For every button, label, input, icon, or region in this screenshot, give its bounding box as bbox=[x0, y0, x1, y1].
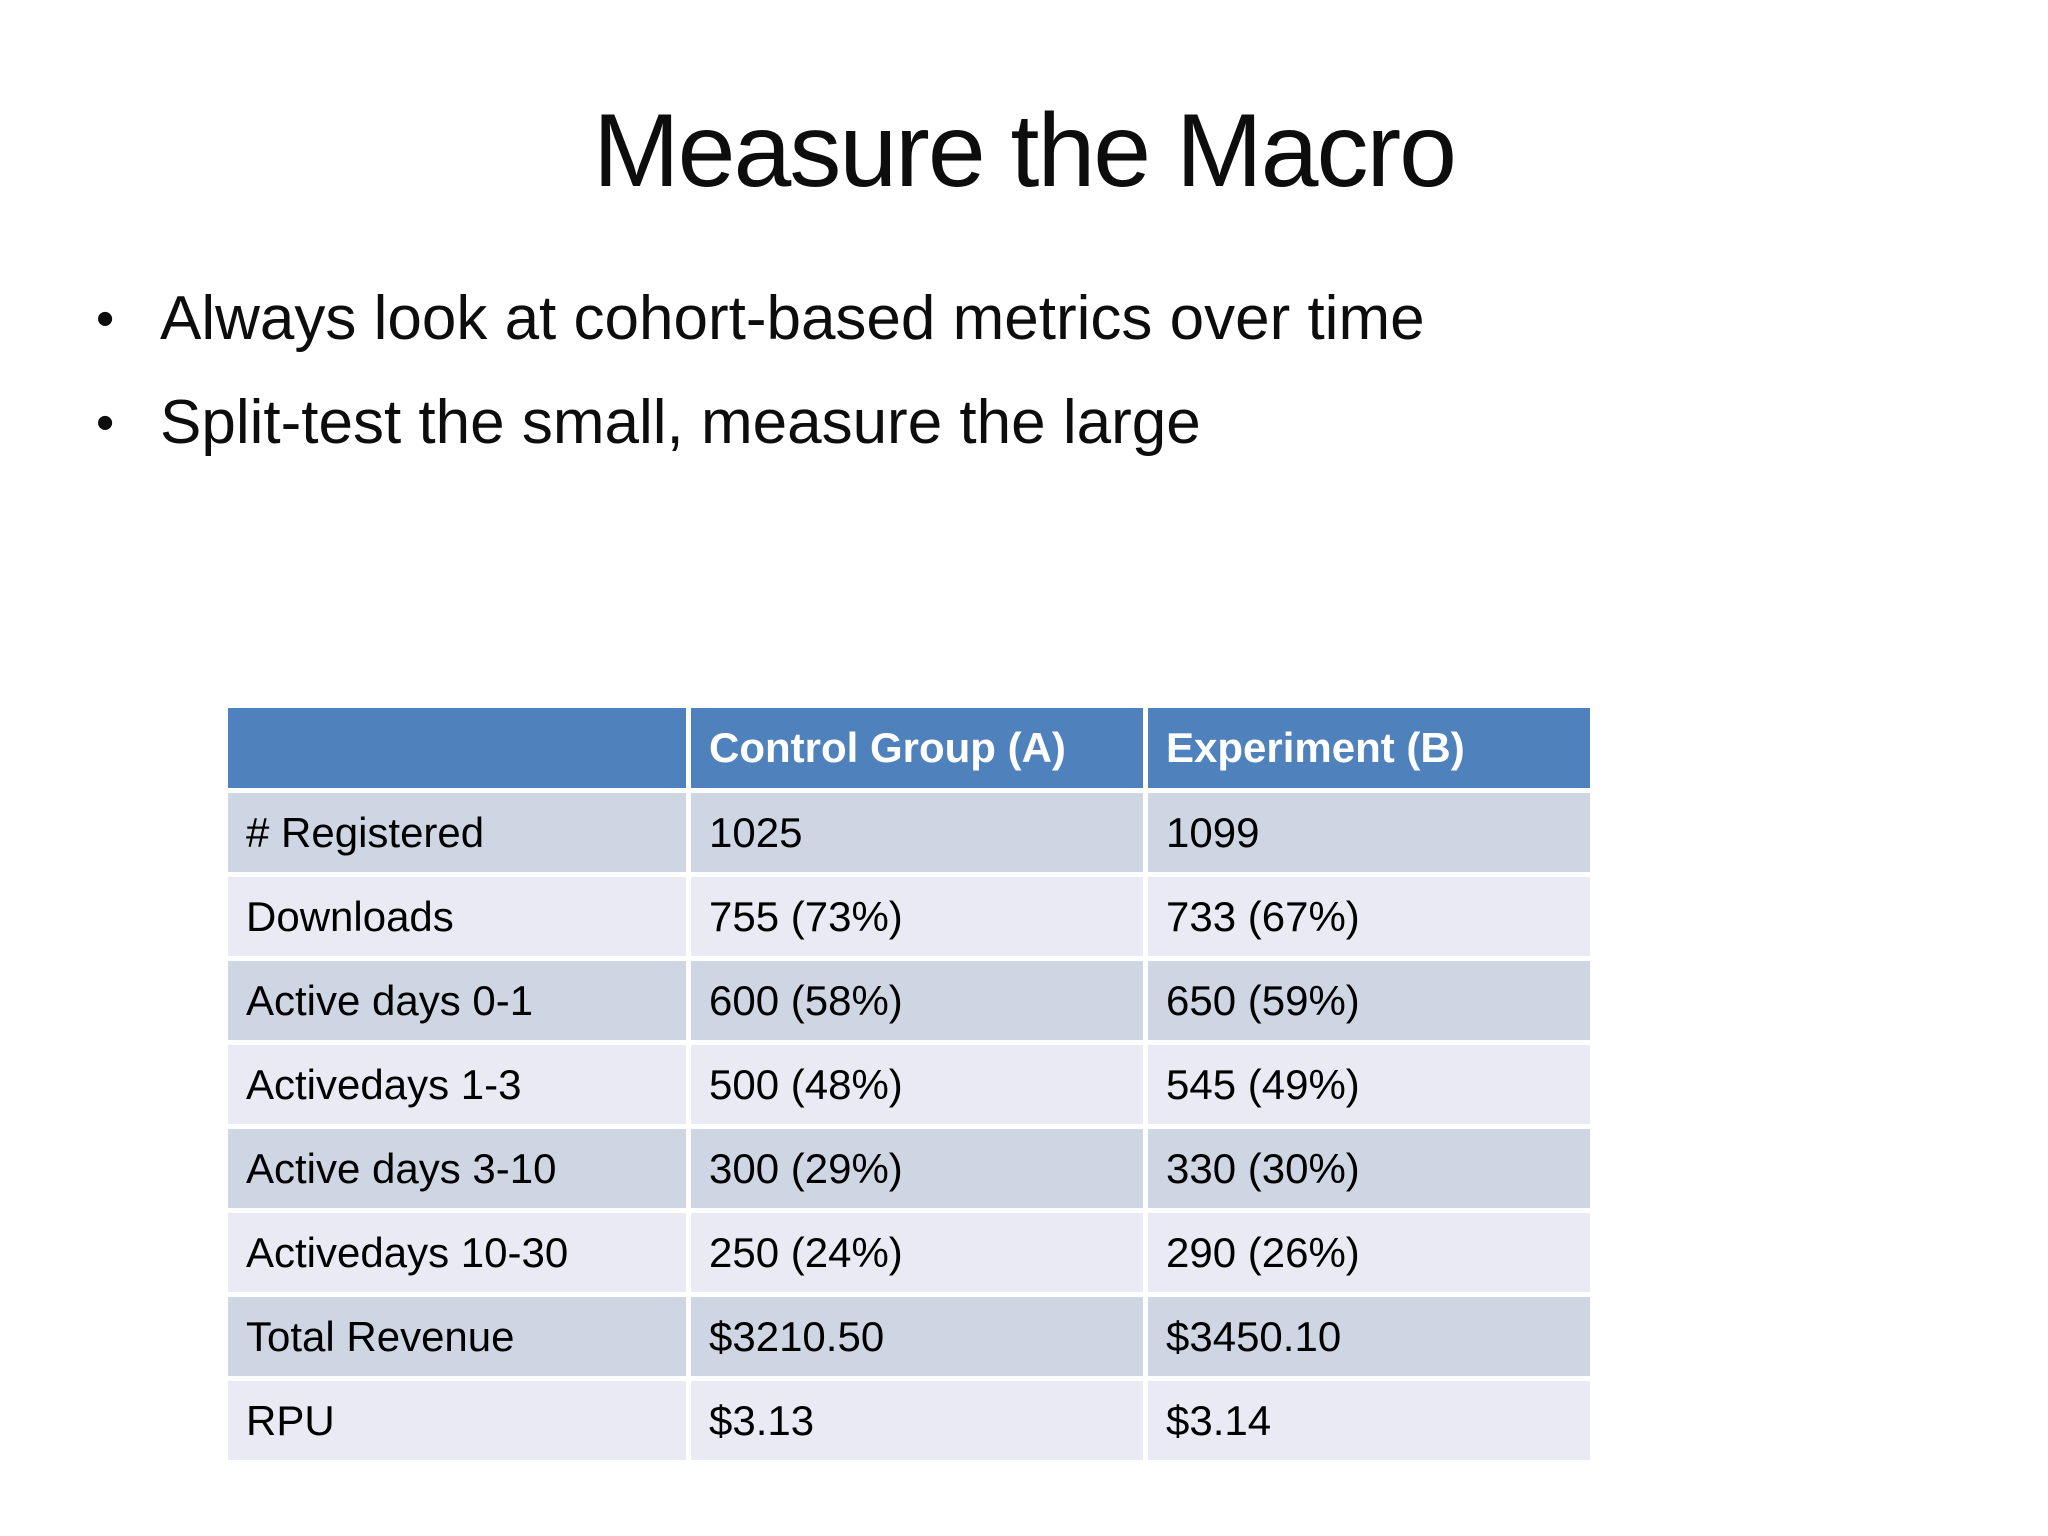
table-cell-control: 250 (24%) bbox=[691, 1213, 1143, 1292]
table-cell-control: 300 (29%) bbox=[691, 1129, 1143, 1208]
bullet-marker: • bbox=[96, 394, 115, 452]
table-row-label: RPU bbox=[228, 1381, 686, 1460]
bullet-item: • Always look at cohort-based metrics ov… bbox=[96, 288, 1988, 350]
bullet-text: Always look at cohort-based metrics over… bbox=[160, 284, 1425, 353]
table-cell-experiment: 545 (49%) bbox=[1148, 1045, 1590, 1124]
table-header-control-group: Control Group (A) bbox=[691, 708, 1143, 788]
table-row-label: Total Revenue bbox=[228, 1297, 686, 1376]
table-cell-control: 500 (48%) bbox=[691, 1045, 1143, 1124]
table-cell-experiment: 650 (59%) bbox=[1148, 961, 1590, 1040]
table-cell-experiment: $3.14 bbox=[1148, 1381, 1590, 1460]
table-cell-experiment: 330 (30%) bbox=[1148, 1129, 1590, 1208]
table-row-label: Activedays 1-3 bbox=[228, 1045, 686, 1124]
table-cell-control: 1025 bbox=[691, 793, 1143, 872]
table-header-experiment: Experiment (B) bbox=[1148, 708, 1590, 788]
table-cell-control: $3210.50 bbox=[691, 1297, 1143, 1376]
table-row-label: Downloads bbox=[228, 877, 686, 956]
bullet-text: Split-test the small, measure the large bbox=[160, 388, 1201, 457]
table-row-label: Active days 0-1 bbox=[228, 961, 686, 1040]
table-cell-control: 600 (58%) bbox=[691, 961, 1143, 1040]
bullet-marker: • bbox=[96, 290, 115, 348]
bullet-item: • Split-test the small, measure the larg… bbox=[96, 392, 1988, 454]
table-row-label: # Registered bbox=[228, 793, 686, 872]
bullet-list: • Always look at cohort-based metrics ov… bbox=[96, 288, 1988, 496]
table-cell-control: $3.13 bbox=[691, 1381, 1143, 1460]
slide-title: Measure the Macro bbox=[593, 93, 1457, 209]
table-cell-experiment: 290 (26%) bbox=[1148, 1213, 1590, 1292]
table-row-label: Active days 3-10 bbox=[228, 1129, 686, 1208]
metrics-table: Control Group (A) Experiment (B) # Regis… bbox=[228, 708, 1590, 1460]
table-cell-experiment: 1099 bbox=[1148, 793, 1590, 872]
table-cell-experiment: 733 (67%) bbox=[1148, 877, 1590, 956]
table-row-label: Activedays 10-30 bbox=[228, 1213, 686, 1292]
table-cell-control: 755 (73%) bbox=[691, 877, 1143, 956]
table-header-blank bbox=[228, 708, 686, 788]
table-cell-experiment: $3450.10 bbox=[1148, 1297, 1590, 1376]
